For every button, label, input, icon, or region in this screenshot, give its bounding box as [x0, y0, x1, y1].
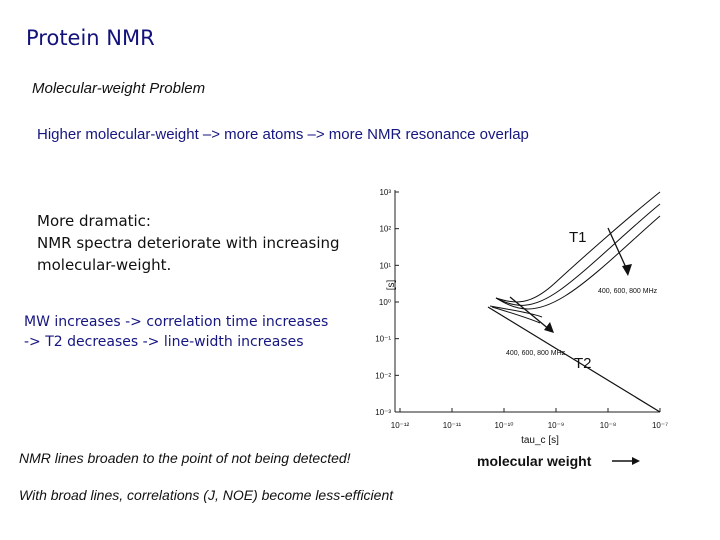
- dramatic-line: molecular-weight.: [37, 256, 172, 274]
- dramatic-block: More dramatic: NMR spectra deteriorate w…: [37, 210, 340, 276]
- y-tick-label: 10⁰: [379, 298, 391, 307]
- t1-curve: [495, 215, 661, 310]
- dramatic-line: NMR spectra deteriorate with increasing: [37, 234, 340, 252]
- y-tick-label: 10⁻²: [375, 371, 391, 380]
- t1-arrow: [607, 227, 629, 273]
- t1-arrowhead: [622, 264, 632, 276]
- t2-frequency-label: 400, 600, 800 MHz: [506, 350, 566, 357]
- y-unit-label: [s]: [386, 280, 397, 291]
- y-tick-label: 10¹: [379, 261, 391, 270]
- mw-block: MW increases -> correlation time increas…: [24, 312, 328, 352]
- x-tick-label: 10⁻¹¹: [443, 421, 462, 430]
- overlap-statement: Higher molecular-weight –> more atoms –>…: [37, 126, 529, 143]
- x-tick-label: 10⁻¹⁰: [495, 421, 514, 430]
- t2-label: T2: [574, 355, 592, 372]
- t2-curve: [489, 305, 543, 318]
- y-tick-label: 10³: [379, 188, 391, 197]
- y-tick-label: 10²: [379, 225, 391, 234]
- x-tick-label: 10⁻¹²: [391, 421, 410, 430]
- t2-arrowhead: [544, 322, 554, 333]
- molecular-weight-arrowhead: [632, 457, 640, 465]
- molecular-weight-label: molecular weight: [477, 453, 592, 469]
- y-tick-label: 10⁻¹: [375, 335, 391, 344]
- t1-curve: [495, 191, 661, 303]
- t1-label: T1: [569, 229, 587, 246]
- page-title: Protein NMR: [26, 26, 155, 50]
- x-tick-label: 10⁻⁹: [548, 421, 565, 430]
- subtitle: Molecular-weight Problem: [32, 80, 206, 97]
- x-ticks: 10⁻¹² 10⁻¹¹ 10⁻¹⁰ 10⁻⁹ 10⁻⁸ 10⁻⁷: [391, 408, 668, 430]
- broaden-statement: NMR lines broaden to the point of not be…: [19, 450, 351, 466]
- t2-curve: [491, 306, 541, 324]
- x-tick-label: 10⁻⁸: [600, 421, 617, 430]
- t2-curve: [487, 306, 661, 413]
- relaxation-figure: 10⁻³ 10⁻² 10⁻¹ 10⁰ 10¹ 10² 10³ 10⁻¹² 10⁻¹¹ 10⁻¹⁰…: [375, 188, 668, 469]
- dramatic-line: More dramatic:: [37, 212, 151, 230]
- broad-lines-statement: With broad lines, correlations (J, NOE) …: [19, 487, 394, 503]
- x-tick-label: 10⁻⁷: [652, 421, 668, 430]
- y-tick-label: 10⁻³: [375, 408, 391, 417]
- x-axis-label: tau_c [s]: [521, 435, 559, 446]
- t1-frequency-label: 400, 600, 800 MHz: [598, 288, 658, 295]
- mw-line: -> T2 decreases -> line-width increases: [24, 334, 304, 350]
- mw-line: MW increases -> correlation time increas…: [24, 314, 329, 330]
- y-ticks: 10⁻³ 10⁻² 10⁻¹ 10⁰ 10¹ 10² 10³: [375, 188, 399, 417]
- t1-curve: [495, 203, 661, 306]
- t2-arrow: [509, 296, 551, 331]
